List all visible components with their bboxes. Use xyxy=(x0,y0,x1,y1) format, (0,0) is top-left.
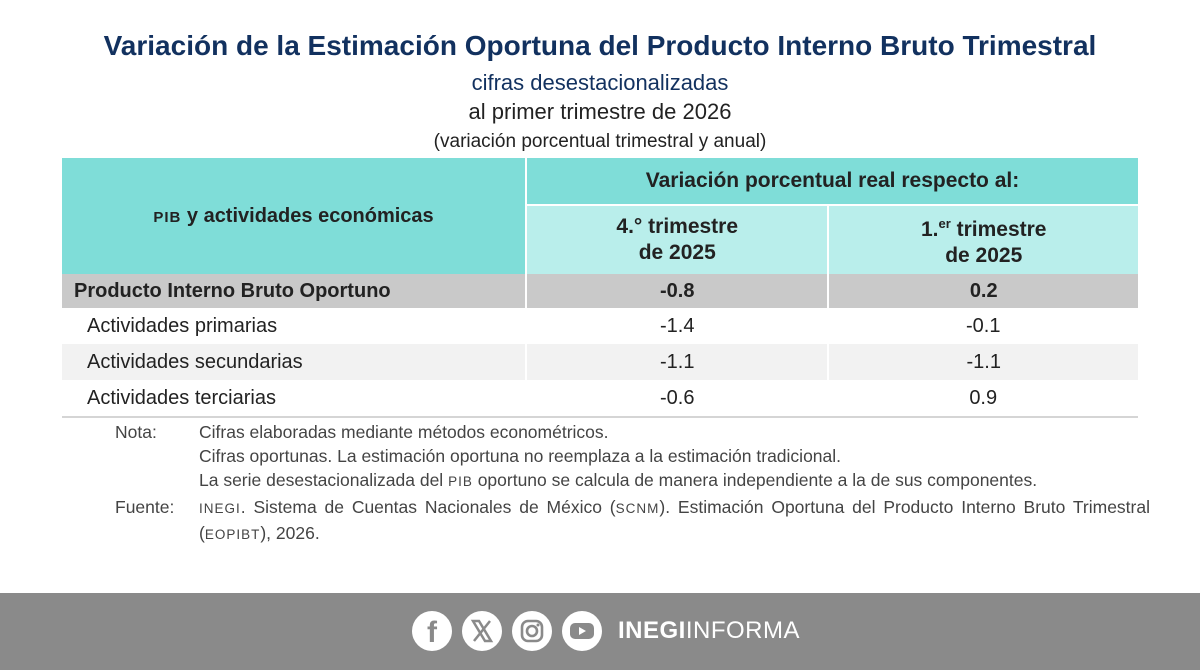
inegi-abbrev: INEGI xyxy=(199,501,241,516)
row-label: Actividades secundarias xyxy=(62,344,527,380)
pib-abbrev: PIB xyxy=(448,474,473,489)
value-q1: 0.9 xyxy=(828,380,1138,418)
footer-bar: f INEGIINFORMA xyxy=(0,593,1200,670)
brand-bold: INEGI xyxy=(618,617,686,644)
instagram-icon[interactable] xyxy=(512,611,552,651)
group-header: Variación porcentual real respecto al: xyxy=(526,158,1138,206)
row-header-label: y actividades económicas xyxy=(181,204,434,227)
period-label: al primer trimestre de 2026 xyxy=(468,99,732,124)
source-part-a: . Sistema de Cuentas Nacionales de Méxic… xyxy=(240,497,616,517)
source-part-b: ). Estimación Oportuna del Producto Inte… xyxy=(199,497,1150,543)
value-q4: -1.4 xyxy=(659,314,695,337)
note-line-1: Cifras elaboradas mediante métodos econo… xyxy=(199,422,609,442)
pib-table: PIB y actividades económicas Variación p… xyxy=(62,158,1138,418)
note-label: Nota: xyxy=(115,422,157,442)
source-label: Fuente: xyxy=(115,497,175,517)
value-q4: -1.1 xyxy=(526,344,830,380)
row-label: Producto Interno Bruto Oportuno xyxy=(62,274,527,308)
social-links: f INEGIINFORMA xyxy=(412,611,800,651)
value-q1: -1.1 xyxy=(828,344,1138,380)
notes-section: Nota: Cifras elaboradas mediante métodos… xyxy=(115,420,1150,547)
value-q1: -0.1 xyxy=(965,314,1001,337)
table-row: Actividades primarias -1.4 -0.1 xyxy=(62,308,1138,344)
scnm-abbrev: SCNM xyxy=(615,501,660,516)
source-text: INEGI. Sistema de Cuentas Nacionales de … xyxy=(199,495,1150,547)
value-q4: -0.8 xyxy=(526,274,830,308)
x-icon[interactable] xyxy=(462,611,502,651)
col-header-q1: 1.er trimestre de 2025 xyxy=(828,205,1138,274)
col-header-q1-line2: de 2025 xyxy=(945,244,1023,267)
table-row: Producto Interno Bruto Oportuno -0.8 0.2 xyxy=(62,274,1138,308)
col-header-q1-a: 1. xyxy=(920,218,939,241)
table-row: Actividades terciarias -0.6 0.9 xyxy=(62,380,1138,418)
value-q4: -0.6 xyxy=(526,380,829,418)
page-title: Variación de la Estimación Oportuna del … xyxy=(103,30,1097,61)
col-header-q4: 4.° trimestre de 2025 xyxy=(526,205,830,274)
note-line-3a: La serie desestacionalizada del xyxy=(199,470,449,490)
value-q1: 0.2 xyxy=(828,274,1138,308)
youtube-icon[interactable] xyxy=(562,611,602,651)
col-header-q4-line1: 4.° trimestre xyxy=(616,215,739,238)
units-label: (variación porcentual trimestral y anual… xyxy=(433,131,767,152)
source-part-c: ), 2026. xyxy=(260,523,320,543)
col-header-q1-sup: er xyxy=(938,216,951,231)
row-label: Actividades terciarias xyxy=(62,380,526,418)
svg-text:f: f xyxy=(427,616,438,649)
table-row: Actividades secundarias -1.1 -1.1 xyxy=(62,344,1138,380)
col-header-q1-b: trimestre xyxy=(950,218,1047,241)
pib-abbrev: PIB xyxy=(153,208,182,226)
col-header-q4-line2: de 2025 xyxy=(638,241,716,264)
eopibt-abbrev: EOPIBT xyxy=(204,527,261,542)
subtitle: cifras desestacionalizadas xyxy=(471,70,729,95)
brand-logo: INEGIINFORMA xyxy=(618,617,800,645)
brand-light: INFORMA xyxy=(685,617,801,644)
note-line-2: Cifras oportunas. La estimación oportuna… xyxy=(199,446,842,466)
row-label: Actividades primarias xyxy=(87,314,278,337)
row-header-cell: PIB y actividades económicas xyxy=(62,158,527,274)
note-line-3: La serie desestacionalizada del PIB opor… xyxy=(199,468,1150,494)
facebook-icon[interactable]: f xyxy=(412,611,452,651)
note-line-3b: oportuno se calcula de manera independie… xyxy=(472,470,1038,490)
